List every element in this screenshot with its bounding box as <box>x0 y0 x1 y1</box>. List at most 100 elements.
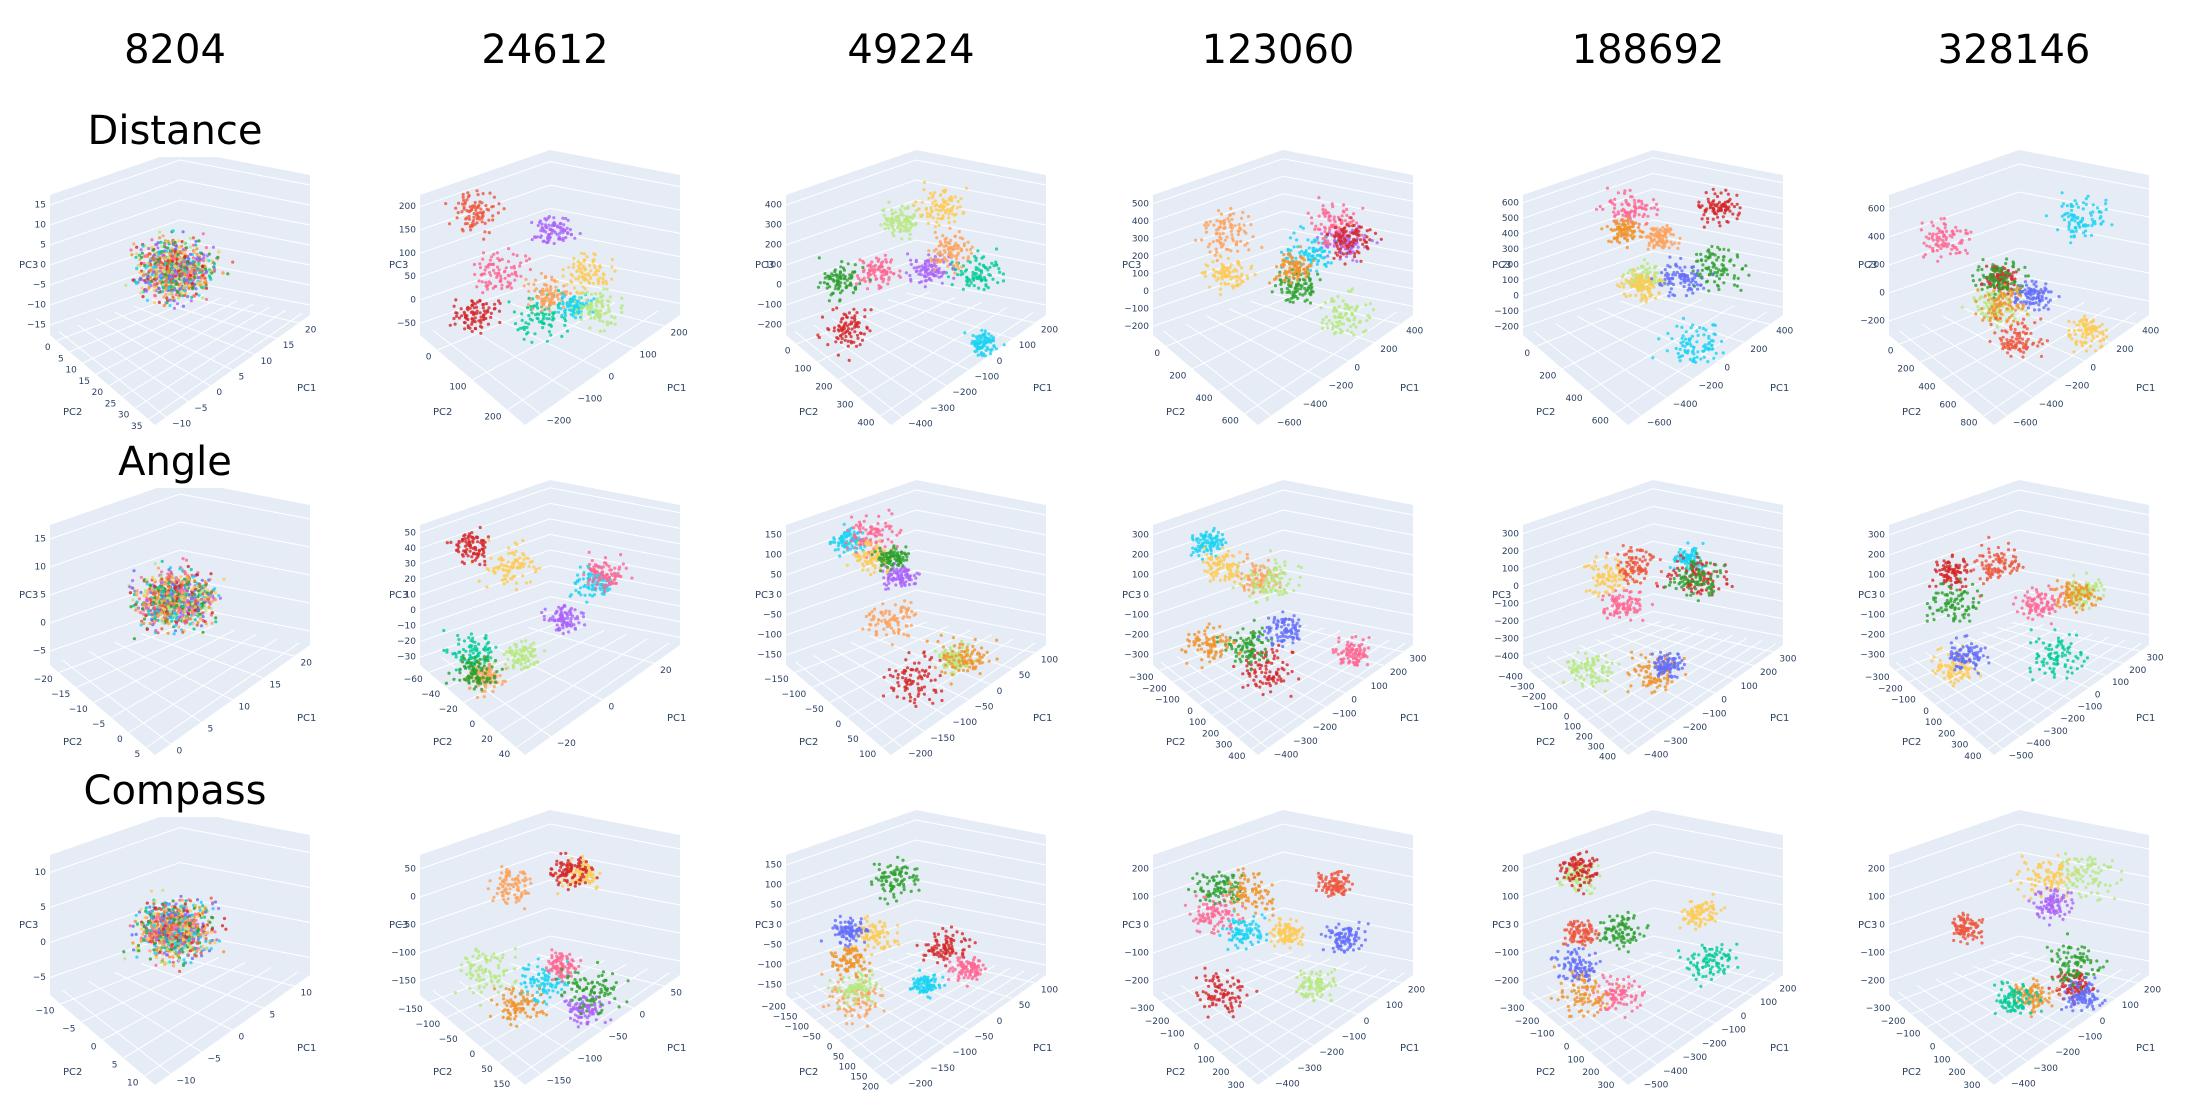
point <box>1651 356 1655 360</box>
point <box>581 305 585 309</box>
point <box>929 206 933 210</box>
point <box>202 256 206 260</box>
z-tick-label: 0 <box>410 296 416 306</box>
point <box>537 312 541 316</box>
point <box>173 259 177 264</box>
point <box>467 217 471 221</box>
point <box>1713 211 1717 215</box>
point <box>1359 225 1363 229</box>
point <box>1732 263 1736 268</box>
x-tick-label: −100 <box>578 395 603 405</box>
point <box>1716 209 1721 213</box>
point <box>898 269 902 273</box>
point <box>488 258 492 262</box>
point <box>191 286 195 290</box>
point <box>914 259 918 264</box>
point <box>1323 230 1327 234</box>
point <box>556 297 560 301</box>
point <box>1635 274 1639 278</box>
point <box>887 278 891 282</box>
point <box>1223 238 1227 242</box>
point <box>1649 206 1653 210</box>
z-tick-label: −100 <box>1124 304 1149 314</box>
point <box>1696 287 1700 291</box>
point <box>1924 235 1928 239</box>
point <box>553 231 557 235</box>
point <box>917 280 922 285</box>
point <box>846 339 850 343</box>
point <box>1706 360 1710 364</box>
point <box>192 271 196 275</box>
point <box>941 204 945 208</box>
point <box>167 260 171 264</box>
point <box>950 283 954 287</box>
point <box>200 264 205 269</box>
point <box>165 301 169 305</box>
point <box>816 285 821 289</box>
x-tick-label: −400 <box>1673 400 1698 410</box>
point <box>1725 272 1730 277</box>
point <box>2071 230 2076 234</box>
point <box>1249 223 1253 227</box>
point <box>473 316 477 320</box>
point <box>1644 297 1648 301</box>
point <box>1220 220 1225 224</box>
point <box>162 304 166 308</box>
point <box>890 208 894 212</box>
point <box>1652 244 1656 248</box>
point <box>1732 205 1737 209</box>
point <box>1292 245 1296 249</box>
point <box>1694 280 1698 284</box>
point <box>203 276 207 280</box>
point <box>204 246 208 250</box>
point <box>529 298 533 302</box>
point <box>470 299 474 303</box>
point <box>475 189 479 193</box>
point <box>558 292 562 296</box>
point <box>1327 319 1331 323</box>
point <box>212 262 217 266</box>
point <box>1333 315 1338 320</box>
point <box>1332 332 1337 336</box>
point <box>1352 223 1356 227</box>
point <box>929 278 933 282</box>
point <box>1206 245 1210 249</box>
point <box>192 294 196 298</box>
point <box>887 200 891 204</box>
point <box>591 310 595 314</box>
point <box>984 283 988 287</box>
point <box>849 322 854 326</box>
point <box>2005 257 2009 261</box>
point <box>158 260 162 264</box>
point <box>1988 307 1992 312</box>
point <box>536 223 540 228</box>
point <box>565 283 569 287</box>
point <box>166 246 170 250</box>
point <box>613 322 617 326</box>
point <box>167 280 171 284</box>
point <box>478 262 482 266</box>
point <box>1702 213 1706 217</box>
point <box>471 205 475 209</box>
point <box>566 218 570 222</box>
point <box>874 256 879 260</box>
point <box>1296 287 1300 291</box>
point <box>556 225 560 229</box>
point <box>1663 281 1667 285</box>
x-tick-label: 0 <box>1354 363 1360 373</box>
point <box>973 272 977 276</box>
point <box>545 306 549 310</box>
point <box>910 216 914 220</box>
point <box>454 206 458 210</box>
z-tick-label: 400 <box>1868 233 1885 243</box>
point <box>2099 222 2103 226</box>
point <box>1211 260 1215 264</box>
point <box>552 300 556 304</box>
point <box>1954 251 1958 255</box>
point <box>1687 337 1691 341</box>
point <box>1630 221 1634 226</box>
point <box>477 215 481 219</box>
point <box>536 296 540 300</box>
point <box>1654 202 1659 206</box>
